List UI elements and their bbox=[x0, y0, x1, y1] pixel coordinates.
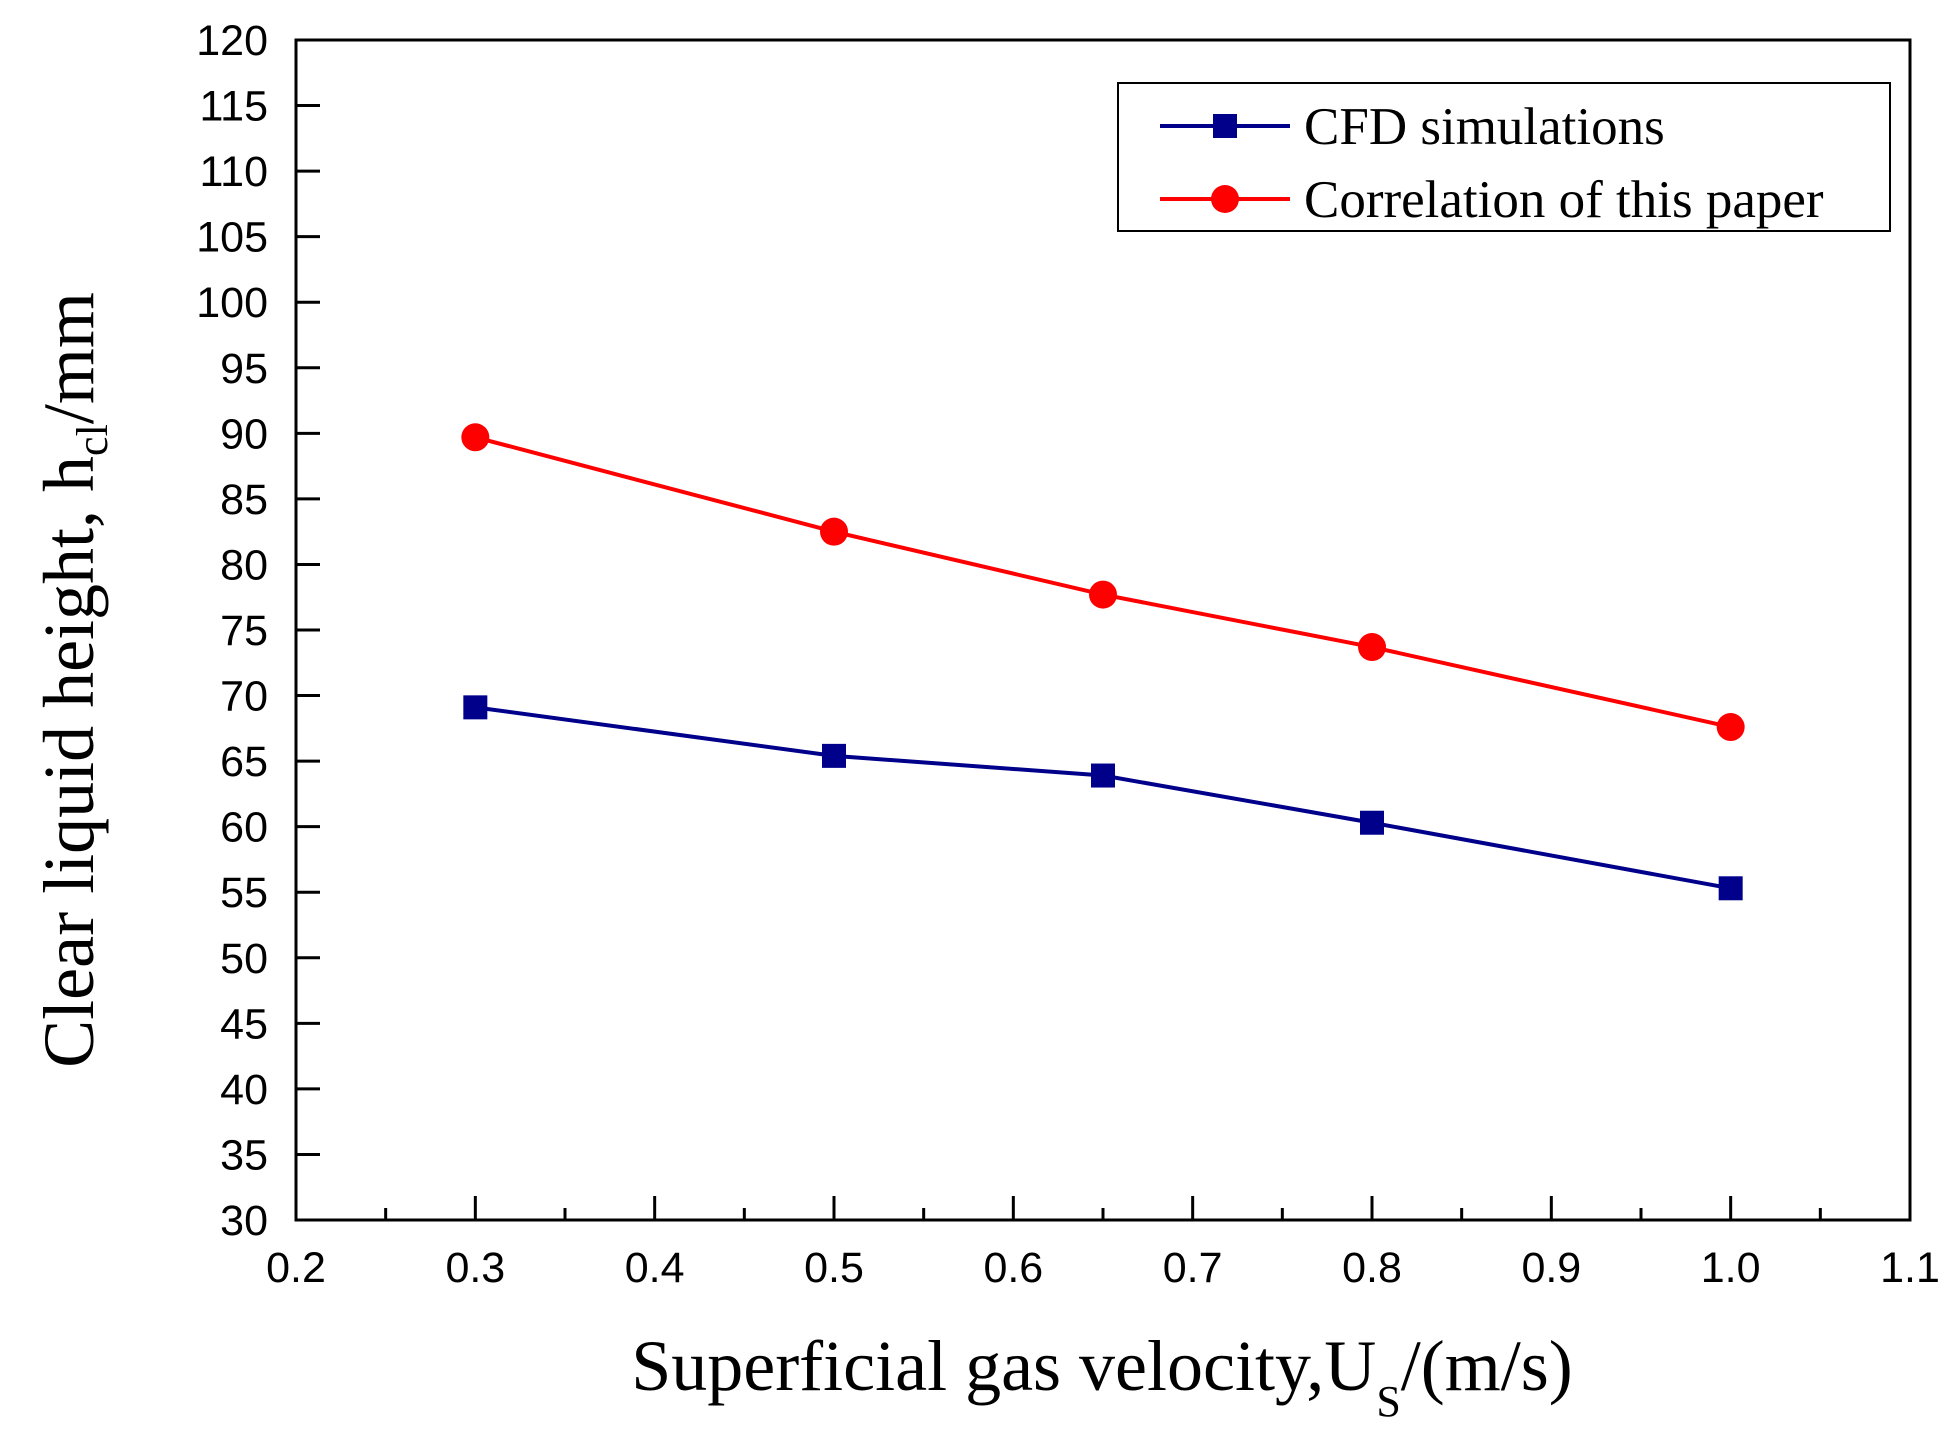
y-tick-label: 30 bbox=[220, 1197, 268, 1245]
x-tick-label: 0.8 bbox=[1342, 1244, 1402, 1292]
y-axis-title-sub: cl bbox=[68, 424, 117, 456]
x-tick-label: 0.4 bbox=[625, 1244, 685, 1292]
y-tick-label: 55 bbox=[220, 869, 268, 917]
y-tick-label: 95 bbox=[220, 345, 268, 393]
legend-label: CFD simulations bbox=[1304, 98, 1665, 156]
legend-marker bbox=[1213, 114, 1237, 138]
y-tick-label: 120 bbox=[196, 17, 268, 65]
y-axis-title: Clear liquid height, hcl/mm bbox=[29, 292, 117, 1068]
y-tick-label: 70 bbox=[220, 673, 268, 721]
legend-marker bbox=[1211, 185, 1239, 213]
y-tick-label: 45 bbox=[220, 1000, 268, 1048]
y-tick-label: 60 bbox=[220, 804, 268, 852]
x-tick-label: 0.3 bbox=[445, 1244, 505, 1292]
data-point bbox=[461, 423, 490, 452]
data-point bbox=[822, 743, 846, 768]
x-tick-label: 1.1 bbox=[1880, 1244, 1940, 1292]
legend-box bbox=[1117, 82, 1891, 232]
x-tick-label: 1.0 bbox=[1701, 1244, 1761, 1292]
y-tick-label: 90 bbox=[220, 410, 268, 458]
axis-ticks: 0.2 0.3 0.4 0.5 0.6 0.7 0.8 0.9 1.0 1.1 30 35 40 45 50… bbox=[196, 17, 1940, 1292]
legend-entry: CFD simulations bbox=[1160, 98, 1665, 156]
x-tick-label: 0.9 bbox=[1521, 1244, 1581, 1292]
data-point bbox=[1091, 763, 1115, 788]
data-point bbox=[1716, 713, 1745, 742]
series-cfd-simulations bbox=[463, 695, 1743, 901]
y-tick-label: 115 bbox=[199, 83, 268, 131]
y-tick-label: 40 bbox=[220, 1066, 268, 1114]
x-tick-label: 0.7 bbox=[1163, 1244, 1223, 1292]
y-tick-label: 100 bbox=[196, 279, 268, 327]
x-tick-label: 0.6 bbox=[983, 1244, 1043, 1292]
y-tick-label: 50 bbox=[220, 935, 268, 983]
y-axis-title-tail: /mm bbox=[29, 292, 109, 424]
data-point bbox=[1718, 876, 1743, 901]
x-axis-title: Superficial gas velocity,US/(m/s) bbox=[631, 1326, 1573, 1426]
y-tick-label: 105 bbox=[196, 214, 268, 262]
y-tick-label: 110 bbox=[199, 148, 268, 196]
legend-label: Correlation of this paper bbox=[1304, 171, 1824, 229]
x-axis-title-sub: S bbox=[1376, 1377, 1400, 1426]
y-tick-label: 35 bbox=[220, 1131, 268, 1179]
y-tick-label: 80 bbox=[220, 541, 268, 589]
data-point bbox=[820, 517, 848, 546]
x-tick-label: 0.2 bbox=[266, 1244, 326, 1292]
y-tick-label: 65 bbox=[220, 738, 268, 786]
legend: CFD simulations Correlation of this paper bbox=[1117, 82, 1891, 232]
data-point bbox=[1360, 810, 1384, 835]
series-correlation bbox=[461, 423, 1745, 742]
data-point bbox=[463, 695, 488, 720]
data-point bbox=[1358, 633, 1386, 662]
plot-frame bbox=[294, 38, 1912, 1222]
legend-entry: Correlation of this paper bbox=[1160, 171, 1824, 229]
series-layer bbox=[461, 423, 1745, 901]
x-tick-label: 0.5 bbox=[804, 1244, 864, 1292]
x-axis-title-tail: /(m/s) bbox=[1401, 1326, 1573, 1406]
y-tick-label: 85 bbox=[220, 476, 268, 524]
data-point bbox=[1089, 580, 1117, 609]
x-axis-title-main: Superficial gas velocity,U bbox=[631, 1326, 1376, 1406]
y-axis-title-main: Clear liquid height, h bbox=[29, 456, 109, 1068]
y-tick-label: 75 bbox=[220, 607, 268, 655]
